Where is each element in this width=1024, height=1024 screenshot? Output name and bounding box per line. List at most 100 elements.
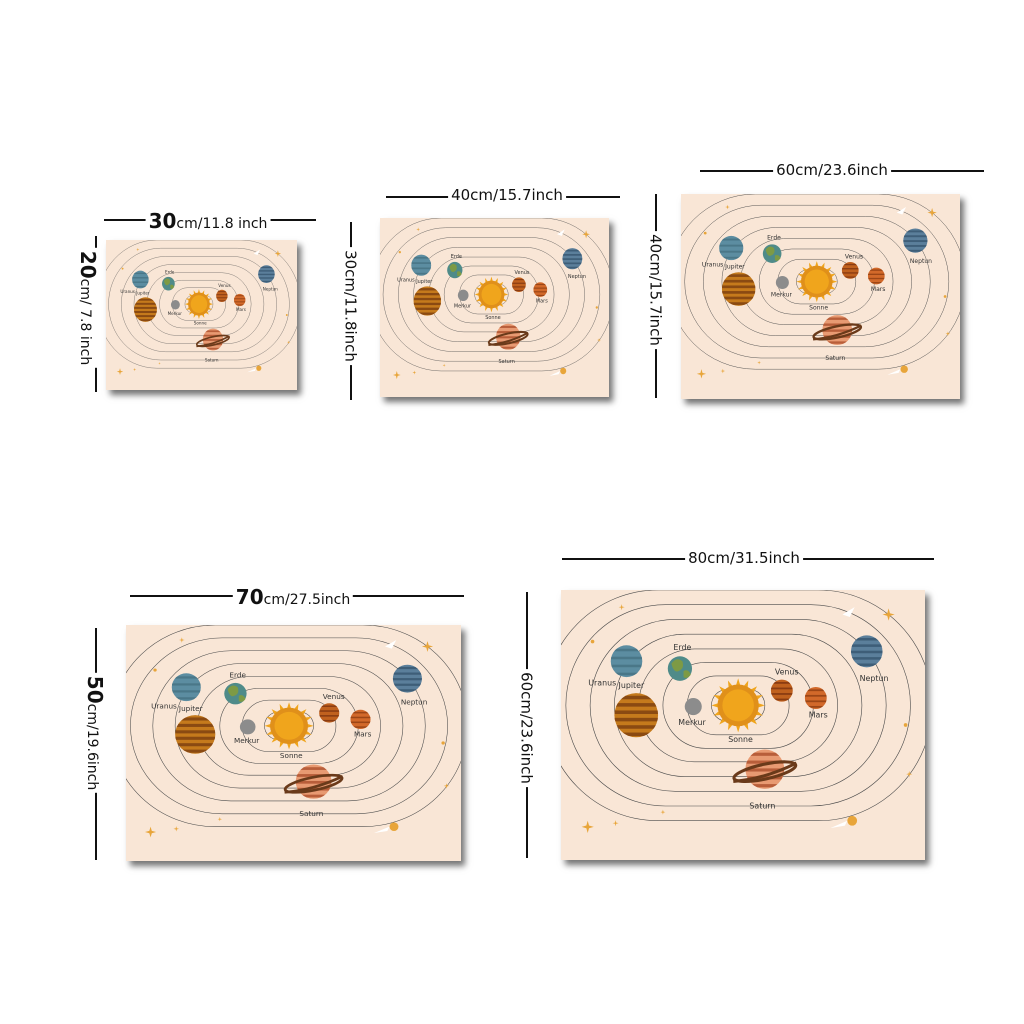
- jupiter-label: Jupiter: [135, 290, 150, 296]
- star-icon: [696, 369, 707, 379]
- jupiter-icon: [134, 297, 157, 322]
- star-icon: [906, 771, 913, 778]
- saturn-icon: [812, 323, 863, 341]
- jupiter-icon: [413, 286, 442, 316]
- venus-label: Venus: [845, 253, 863, 260]
- comet-tail: [253, 249, 261, 255]
- width-label-unit: cm/27.5inch: [263, 592, 351, 608]
- canvas-print-30x20: Sonne Merkur Venus Mars Erde Jupiter Uranus Nep…: [106, 240, 297, 390]
- mercury-icon: [239, 719, 256, 735]
- width-label-unit: cm/11.8 inch: [176, 216, 268, 232]
- jupiter-label: Jupiter: [618, 681, 645, 690]
- star-icon: [612, 820, 619, 827]
- width-label: 40cm/15.7inch: [448, 188, 566, 203]
- dot-icon: [285, 313, 288, 317]
- star-icon: [412, 370, 417, 375]
- sun-icon: [474, 276, 509, 313]
- saturn-label: Saturn: [749, 801, 775, 810]
- canvas-print-70x50: Sonne Merkur Venus Mars Erde Jupiter Uranus Nep…: [126, 625, 461, 861]
- mars-icon: [804, 686, 827, 710]
- saturn-icon: [283, 773, 344, 794]
- neptune-icon: [903, 228, 928, 253]
- saturn-label: Saturn: [299, 809, 323, 818]
- mars-label: Mars: [871, 286, 886, 293]
- star-icon: [173, 826, 180, 832]
- sun-icon: [184, 289, 213, 320]
- saturn-icon: [487, 330, 529, 346]
- earth-label: Erde: [451, 254, 462, 260]
- neptune-icon: [850, 635, 883, 668]
- earth-label: Erde: [767, 235, 781, 242]
- uranus-label: Uranus: [702, 262, 723, 269]
- star-icon: [443, 783, 450, 789]
- star-icon: [582, 230, 590, 239]
- earth-icon: [667, 656, 693, 681]
- venus-icon: [770, 679, 793, 702]
- dot-icon: [153, 668, 157, 672]
- star-icon: [720, 368, 726, 374]
- earth-icon: [447, 261, 463, 279]
- comet-tail: [549, 370, 561, 376]
- uranus-icon: [132, 270, 149, 289]
- star-icon: [660, 809, 666, 815]
- uranus-icon: [719, 235, 744, 261]
- star-icon: [416, 227, 421, 232]
- width-label: 60cm/23.6inch: [773, 163, 891, 178]
- comet-tail: [247, 368, 257, 373]
- earth-icon: [162, 276, 175, 291]
- jupiter-label: Jupiter: [178, 704, 203, 713]
- mercury-label: Merkur: [168, 311, 183, 317]
- dot-icon: [590, 639, 595, 644]
- earth-icon: [224, 682, 247, 705]
- earth-label: Erde: [673, 643, 691, 652]
- mercury-icon: [457, 289, 469, 301]
- neptune-label: Neptun: [263, 286, 278, 292]
- height-label: 30cm/11.8inch: [342, 247, 360, 365]
- orbit-lines: [681, 194, 960, 370]
- comet-icon: [900, 365, 908, 373]
- star-icon: [882, 608, 895, 621]
- height-label-unit: cm/19.6inch: [84, 703, 100, 791]
- comet-icon: [560, 367, 567, 375]
- sun-label: Sonne: [728, 735, 753, 744]
- star-icon: [217, 817, 223, 822]
- saturn-icon: [195, 334, 230, 348]
- sun-icon: [711, 678, 765, 733]
- width-label-number: 30: [148, 209, 177, 233]
- jupiter-icon: [721, 272, 756, 306]
- venus-icon: [841, 262, 859, 279]
- comet-tail: [842, 607, 855, 617]
- earth-icon: [762, 244, 782, 263]
- neptune-label: Neptun: [568, 274, 586, 280]
- star-icon: [725, 204, 730, 210]
- comet-icon: [847, 815, 858, 826]
- star-icon: [392, 370, 401, 380]
- dot-icon: [121, 267, 124, 270]
- height-label: 60cm/23.6inch: [518, 669, 536, 787]
- star-icon: [274, 250, 282, 258]
- mercury-label: Merkur: [678, 718, 706, 727]
- height-label-unit: cm/ 7.8 inch: [77, 278, 93, 366]
- mars-icon: [533, 282, 548, 297]
- star-icon: [133, 367, 137, 372]
- mars-icon: [867, 267, 885, 285]
- comet-icon: [389, 822, 399, 831]
- height-label: 50cm/19.6inch: [83, 672, 107, 794]
- comet-tail: [896, 207, 907, 215]
- dot-icon: [441, 741, 445, 745]
- jupiter-label: Jupiter: [415, 279, 433, 285]
- earth-label: Erde: [165, 269, 175, 275]
- comet-tail: [385, 640, 397, 649]
- star-icon: [116, 368, 124, 375]
- star-icon: [421, 641, 434, 652]
- canvas-print-80x60: Sonne Merkur Venus Mars Erde Jupiter Uranus Nep…: [561, 590, 925, 860]
- sun-label: Sonne: [809, 305, 828, 312]
- comet-icon: [256, 365, 262, 371]
- uranus-label: Uranus: [397, 277, 415, 283]
- star-icon: [179, 637, 185, 643]
- height-label-number: 50: [83, 675, 107, 704]
